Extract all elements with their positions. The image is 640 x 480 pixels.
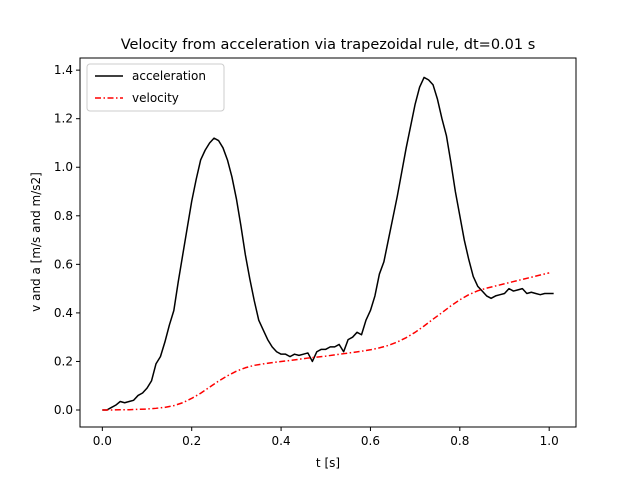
y-tick-label: 0.4 xyxy=(54,306,73,320)
y-tick-label: 0.0 xyxy=(54,403,73,417)
x-axis-label: t [s] xyxy=(316,456,340,470)
plot-frame xyxy=(79,57,577,428)
y-tick-label: 0.8 xyxy=(54,209,73,223)
y-tick-label: 0.6 xyxy=(54,257,73,271)
y-tick-label: 0.2 xyxy=(54,354,73,368)
x-tick-label: 1.0 xyxy=(540,434,559,448)
plot-area xyxy=(80,58,576,427)
chart-title: Velocity from acceleration via trapezoid… xyxy=(121,37,536,53)
legend-label-acceleration: acceleration xyxy=(132,69,206,83)
y-tick-label: 1.4 xyxy=(54,63,73,77)
series-lines xyxy=(102,76,554,411)
axis-ticks: 0.0 0.2 0.4 0.6 0.8 1.0 0.0 0.2 0.4 0.6 0.8 1.0 1.2 1… xyxy=(54,63,559,448)
series-line-velocity xyxy=(102,272,550,411)
x-tick-label: 0.4 xyxy=(272,434,291,448)
y-tick-label: 1.0 xyxy=(54,160,73,174)
legend: acceleration velocity xyxy=(86,63,225,112)
x-tick-label: 0.0 xyxy=(93,434,112,448)
x-tick-label: 0.8 xyxy=(450,434,469,448)
legend-label-velocity: velocity xyxy=(132,91,179,105)
x-tick-label: 0.2 xyxy=(182,434,201,448)
x-tick-label: 0.6 xyxy=(361,434,380,448)
y-tick-label: 1.2 xyxy=(54,112,73,126)
y-axis-label: v and a [m/s and m/s2] xyxy=(29,172,43,312)
series-line-acceleration xyxy=(102,76,554,411)
